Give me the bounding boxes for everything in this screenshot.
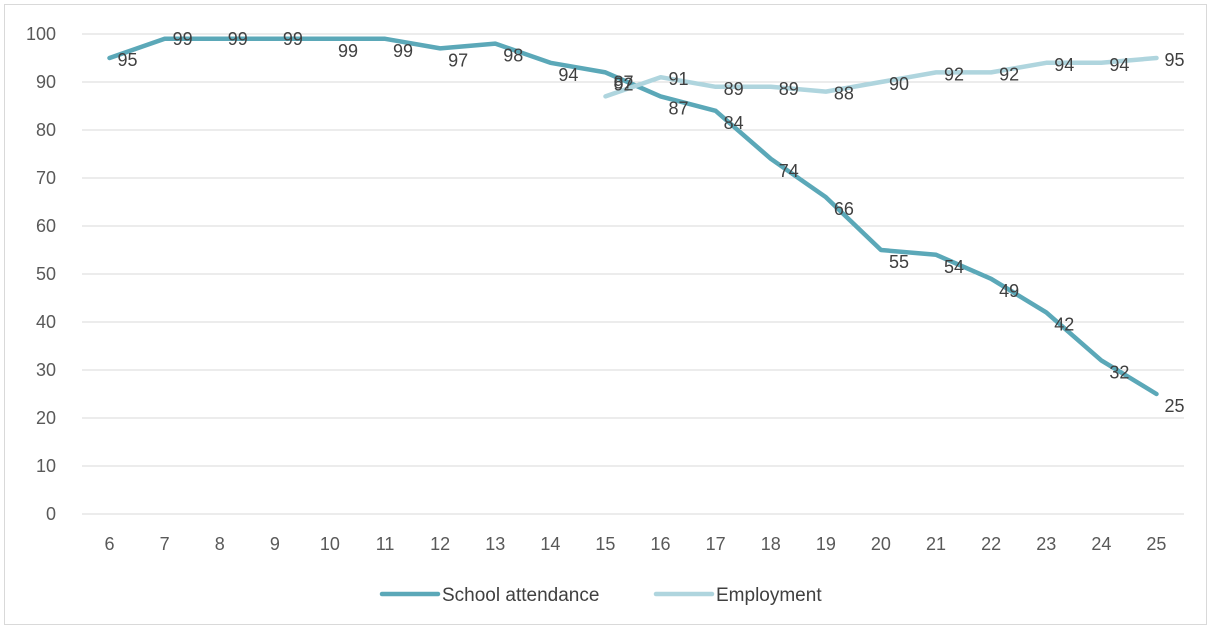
data-label: 92	[613, 74, 633, 94]
x-tick-label: 18	[761, 534, 781, 554]
data-label: 74	[779, 161, 799, 181]
legend: School attendance Employment	[379, 585, 822, 606]
data-label: 66	[834, 199, 854, 219]
data-label: 95	[118, 50, 138, 70]
y-tick-label: 60	[36, 216, 56, 236]
data-label: 95	[1164, 50, 1184, 70]
x-tick-label: 9	[270, 534, 280, 554]
data-label: 42	[1054, 314, 1074, 334]
data-label: 89	[779, 79, 799, 99]
data-label: 87	[669, 98, 689, 118]
data-label: 97	[448, 50, 468, 70]
x-tick-label: 20	[871, 534, 891, 554]
x-tick-label: 15	[595, 534, 615, 554]
data-label: 94	[558, 65, 578, 85]
data-label: 89	[724, 79, 744, 99]
series-layer	[107, 36, 1159, 397]
y-axis-ticks: 0 10 20 30 40 50 60 70 80 90 100	[26, 24, 56, 524]
data-label: 49	[999, 281, 1019, 301]
y-tick-label: 90	[36, 72, 56, 92]
y-tick-label: 0	[46, 504, 56, 524]
y-tick-label: 40	[36, 312, 56, 332]
x-tick-label: 17	[706, 534, 726, 554]
y-tick-label: 100	[26, 24, 56, 44]
y-tick-label: 10	[36, 456, 56, 476]
series-line-school-attendance	[107, 36, 1159, 397]
data-label: 91	[669, 69, 689, 89]
data-label: 99	[393, 41, 413, 61]
data-label: 90	[889, 74, 909, 94]
x-tick-label: 7	[160, 534, 170, 554]
x-tick-label: 25	[1146, 534, 1166, 554]
x-tick-label: 22	[981, 534, 1001, 554]
data-label: 55	[889, 252, 909, 272]
x-tick-label: 23	[1036, 534, 1056, 554]
data-label: 98	[503, 46, 523, 66]
data-label: 92	[999, 64, 1019, 84]
data-label: 99	[228, 29, 248, 49]
y-tick-label: 50	[36, 264, 56, 284]
x-tick-label: 13	[485, 534, 505, 554]
data-label: 99	[283, 29, 303, 49]
x-tick-label: 12	[430, 534, 450, 554]
y-tick-label: 80	[36, 120, 56, 140]
data-label: 87	[613, 72, 633, 92]
y-tick-label: 30	[36, 360, 56, 380]
y-tick-label: 20	[36, 408, 56, 428]
data-label: 92	[944, 64, 964, 84]
x-tick-label: 10	[320, 534, 340, 554]
x-axis-ticks: 6 7 8 9 10 11 12 13 14 15 16 17 18 19 20 21 22 23 24 25	[105, 534, 1167, 554]
data-label: 84	[724, 113, 744, 133]
legend-label: School attendance	[442, 585, 599, 606]
x-tick-label: 24	[1091, 534, 1111, 554]
y-tick-label: 70	[36, 168, 56, 188]
data-label: 25	[1164, 396, 1184, 416]
x-tick-label: 19	[816, 534, 836, 554]
x-tick-label: 21	[926, 534, 946, 554]
x-tick-label: 16	[651, 534, 671, 554]
legend-label: Employment	[716, 585, 822, 606]
series-line-employment	[603, 55, 1159, 99]
data-label: 32	[1109, 362, 1129, 382]
x-tick-label: 14	[540, 534, 560, 554]
x-tick-label: 8	[215, 534, 225, 554]
data-label: 94	[1054, 55, 1074, 75]
x-tick-label: 11	[376, 534, 395, 554]
data-label: 94	[1109, 55, 1129, 75]
x-tick-label: 6	[105, 534, 115, 554]
data-label: 54	[944, 257, 964, 277]
data-label: 99	[173, 29, 193, 49]
chart-frame	[4, 4, 1207, 625]
data-label: 99	[338, 41, 358, 61]
grid-layer	[82, 33, 1184, 515]
data-label: 88	[834, 84, 854, 104]
